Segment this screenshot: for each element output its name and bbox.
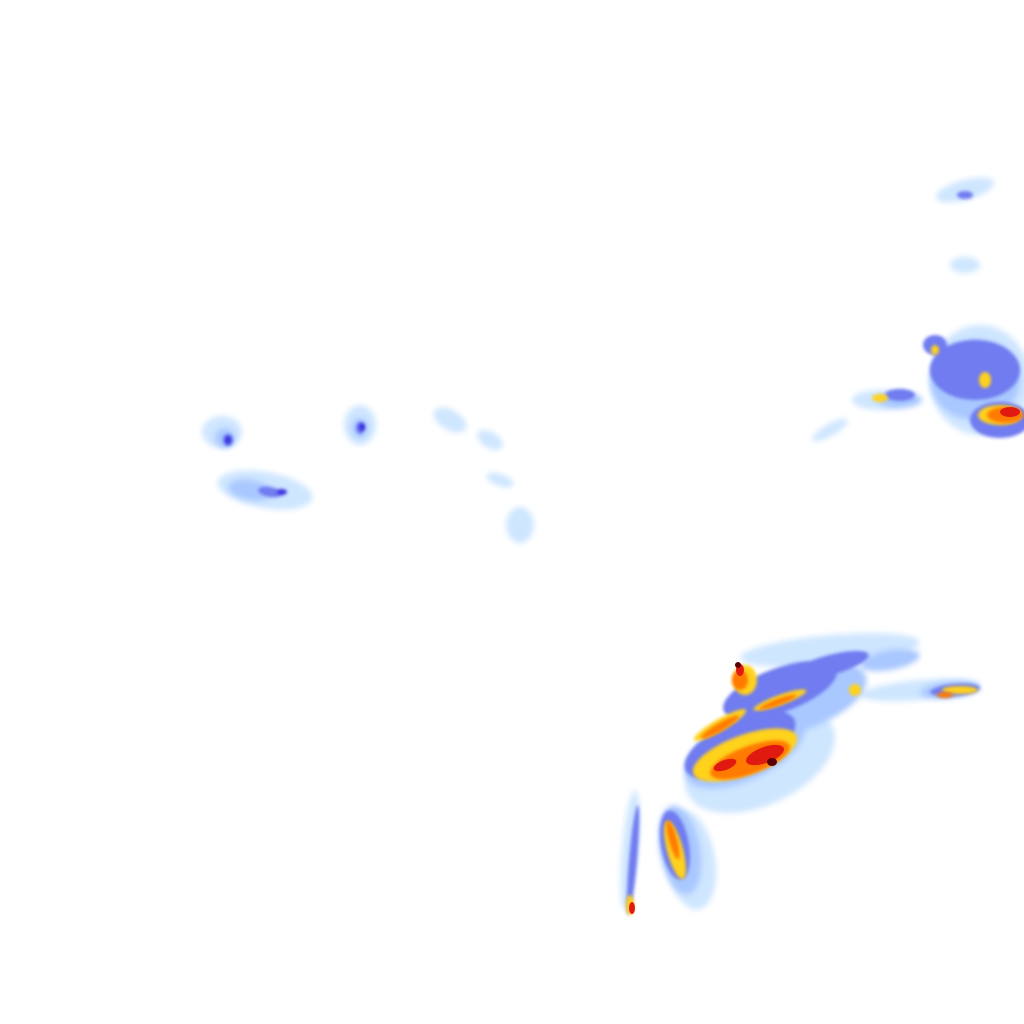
precip-cell <box>942 686 978 694</box>
extreme-precip <box>735 662 777 766</box>
precip-cell <box>486 472 514 488</box>
precip-cell <box>477 430 503 450</box>
very-light-precip <box>202 177 1024 910</box>
strong-precip <box>225 423 365 495</box>
precip-cell <box>732 670 748 690</box>
moderate-precip <box>223 191 1024 915</box>
precip-cell <box>713 758 737 772</box>
light-precip <box>215 340 1020 895</box>
precip-cell <box>629 902 635 914</box>
intense-precip <box>629 407 1020 914</box>
precip-cell <box>759 694 797 710</box>
precip-cell <box>979 372 991 388</box>
precip-cell <box>1000 407 1020 417</box>
precip-cell <box>666 820 680 860</box>
precip-cell <box>746 744 784 766</box>
precip-cell <box>626 805 640 915</box>
precip-cell <box>258 486 282 498</box>
precip-cell <box>957 191 973 199</box>
precip-cell <box>872 394 888 402</box>
precip-cell <box>950 257 980 273</box>
precip-cell <box>433 407 467 433</box>
precip-cell <box>506 507 534 543</box>
precip-cell <box>225 436 231 444</box>
precip-cell <box>791 650 869 680</box>
precip-cell <box>860 648 920 672</box>
precip-cell <box>767 758 777 766</box>
precip-cell <box>937 692 953 698</box>
precip-cell <box>700 715 740 739</box>
precip-cell <box>849 684 861 696</box>
precip-cell <box>931 345 939 355</box>
precip-cell <box>812 418 848 442</box>
precip-cell <box>930 340 1020 400</box>
precip-cell <box>277 489 287 495</box>
precip-cell <box>359 423 365 431</box>
precip-cell <box>228 479 272 501</box>
precip-cell <box>885 389 915 401</box>
precip-cell <box>935 177 995 203</box>
precip-cell <box>735 662 741 668</box>
